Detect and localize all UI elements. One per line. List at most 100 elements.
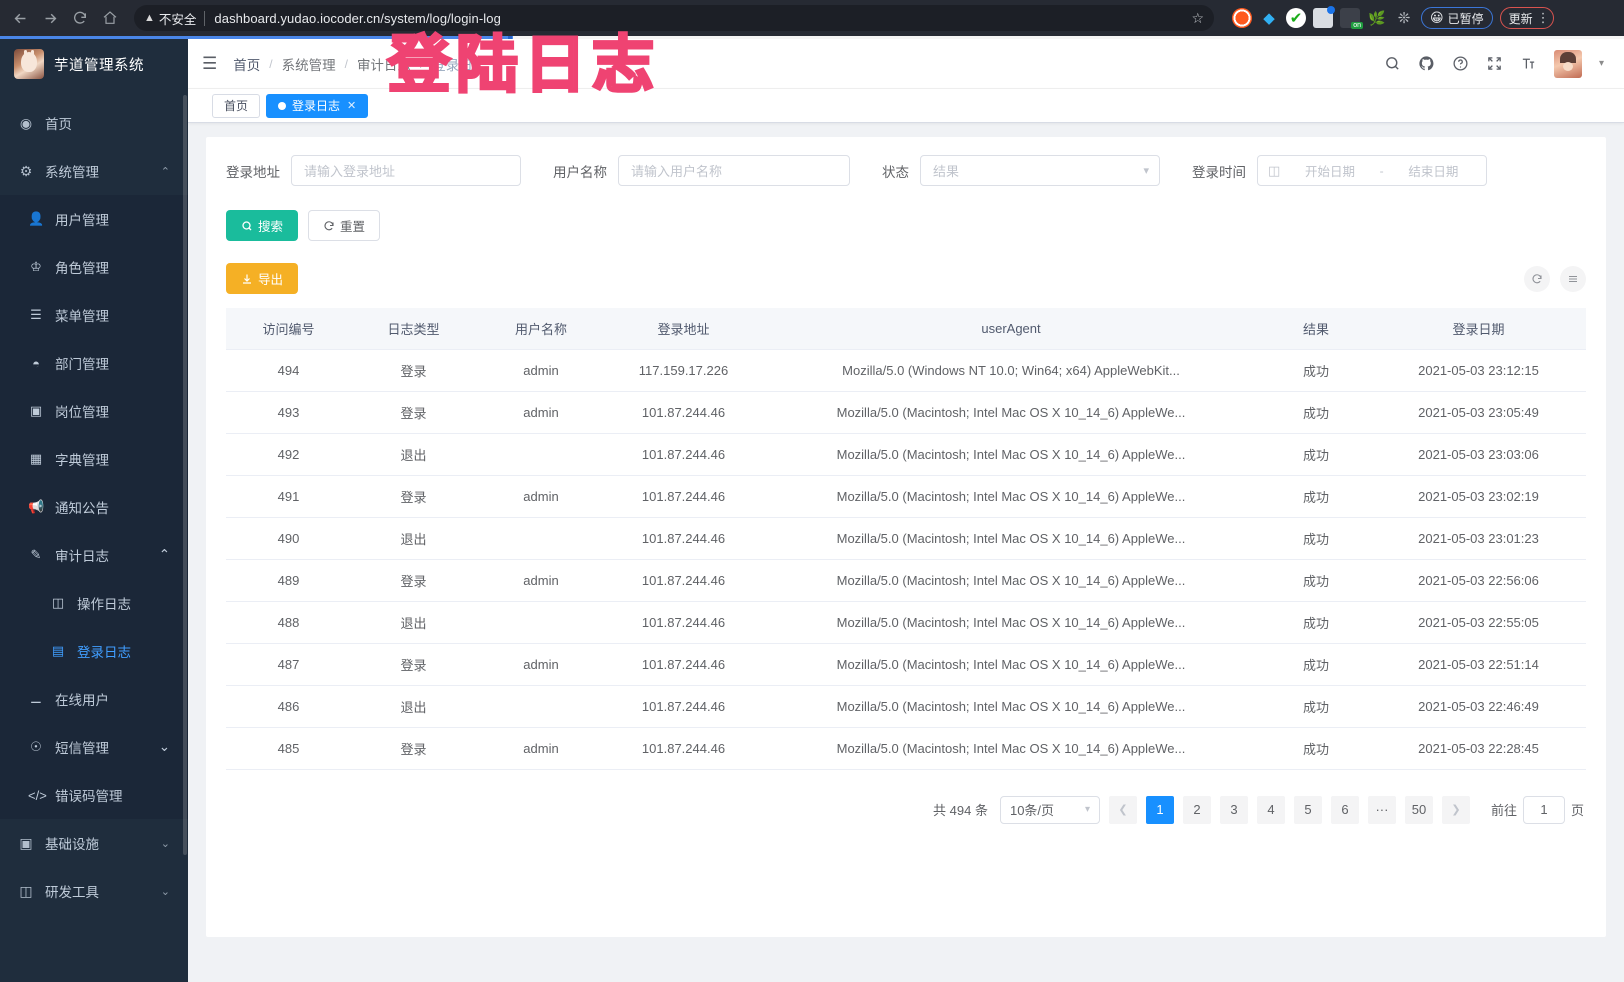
sidebar-item-infrastructure[interactable]: ▣ 基础设施 ⌄: [0, 819, 188, 867]
sidebar-item-login-log[interactable]: ▤ 登录日志: [0, 627, 188, 675]
github-icon[interactable]: [1418, 55, 1435, 72]
search-button[interactable]: 搜索: [226, 210, 299, 241]
sidebar-item-dev-tools[interactable]: ◫ 研发工具 ⌄: [0, 867, 188, 915]
sidebar-item-notices[interactable]: 📢 通知公告: [0, 483, 188, 531]
sidebar-item-departments[interactable]: ◓ 部门管理: [0, 339, 188, 387]
page-number-button[interactable]: 3: [1219, 795, 1248, 824]
sidebar-item-system[interactable]: ⚙ 系统管理 ⌃: [0, 147, 188, 195]
page-number-button[interactable]: 5: [1293, 795, 1322, 824]
sidebar-item-posts[interactable]: ▣ 岗位管理: [0, 387, 188, 435]
tab-home[interactable]: 首页: [212, 93, 261, 118]
paused-pill[interactable]: 😀 已暂停: [1421, 7, 1493, 29]
table-row[interactable]: 492 退出 101.87.244.46 Mozilla/5.0 (Macintosh…: [226, 433, 1586, 476]
end-date-placeholder: 结束日期: [1408, 165, 1459, 179]
avatar[interactable]: [1553, 49, 1582, 78]
table-row[interactable]: 485 登录 admin 101.87.244.46 Mozilla/5.0 (Maci…: [226, 727, 1586, 770]
jump-page-input[interactable]: [1522, 795, 1565, 824]
page-number-button[interactable]: 4: [1256, 795, 1285, 824]
column-header-addr[interactable]: 登录地址: [606, 308, 761, 350]
sidebar-item-dictionary[interactable]: ▦ 字典管理: [0, 435, 188, 483]
page-size-value: 10条/页: [1009, 803, 1055, 818]
leaf-icon[interactable]: 🌿: [1368, 9, 1386, 26]
translate-on-icon[interactable]: [1340, 8, 1363, 29]
address-bar[interactable]: ▲ 不安全 dashboard.yudao.iocoder.cn/system/…: [134, 5, 1214, 31]
page-ellipsis[interactable]: ···: [1367, 795, 1396, 824]
page-number-button[interactable]: 6: [1330, 795, 1359, 824]
username-input[interactable]: 请输入用户名称: [618, 155, 850, 186]
cell-type: 退出: [351, 433, 476, 476]
table-row[interactable]: 488 退出 101.87.244.46 Mozilla/5.0 (Macintosh…: [226, 601, 1586, 644]
cell-user: [476, 433, 606, 476]
back-arrow-icon[interactable]: [6, 4, 34, 32]
column-header-ua[interactable]: userAgent: [761, 308, 1261, 350]
hamburger-icon[interactable]: ☰: [202, 53, 218, 73]
sidebar-item-audit-log[interactable]: ✎ 审计日志 ⌃: [0, 531, 188, 579]
opera-icon[interactable]: [1232, 8, 1252, 28]
prev-page-button[interactable]: ❮: [1108, 795, 1137, 824]
page-number-button[interactable]: 1: [1145, 795, 1174, 824]
column-header-date[interactable]: 登录日期: [1371, 308, 1586, 350]
help-icon[interactable]: [1452, 55, 1469, 72]
sidebar-item-home[interactable]: ◉ 首页: [0, 99, 188, 147]
table-row[interactable]: 490 退出 101.87.244.46 Mozilla/5.0 (Macintosh…: [226, 517, 1586, 560]
breadcrumb-item-system[interactable]: 系统管理: [281, 57, 336, 73]
cell-user: admin: [476, 559, 606, 602]
button-label: 搜索: [258, 220, 284, 234]
puzzle-icon[interactable]: ❊: [1397, 10, 1411, 27]
page-number-button[interactable]: 2: [1182, 795, 1211, 824]
search-icon[interactable]: [1384, 55, 1401, 72]
diamond-icon[interactable]: ◆: [1263, 10, 1275, 27]
table-row[interactable]: 493 登录 admin 101.87.244.46 Mozilla/5.0 (Maci…: [226, 391, 1586, 434]
update-pill[interactable]: 更新 ⋮: [1499, 7, 1554, 29]
next-page-button[interactable]: ❯: [1441, 795, 1470, 824]
sidebar-item-roles[interactable]: ♔ 角色管理: [0, 243, 188, 291]
home-icon[interactable]: [96, 4, 124, 32]
table-row[interactable]: 491 登录 admin 101.87.244.46 Mozilla/5.0 (Maci…: [226, 475, 1586, 518]
page-size-select[interactable]: 10条/页 ▾: [999, 795, 1100, 824]
table-row[interactable]: 487 登录 admin 101.87.244.46 Mozilla/5.0 (Maci…: [226, 643, 1586, 686]
column-header-result[interactable]: 结果: [1261, 308, 1371, 350]
reset-button[interactable]: 重置: [308, 210, 381, 241]
reload-icon[interactable]: [66, 4, 94, 32]
wechat-icon[interactable]: ✔: [1286, 8, 1306, 28]
column-header-user[interactable]: 用户名称: [476, 308, 606, 350]
brand[interactable]: 芋道管理系统: [0, 39, 188, 89]
cell-useragent: Mozilla/5.0 (Macintosh; Intel Mac OS X 1…: [761, 559, 1261, 602]
table-row[interactable]: 486 退出 101.87.244.46 Mozilla/5.0 (Macintosh…: [226, 685, 1586, 728]
fullscreen-icon[interactable]: [1486, 55, 1503, 72]
cell-useragent: Mozilla/5.0 (Macintosh; Intel Mac OS X 1…: [761, 433, 1261, 476]
export-button[interactable]: 导出: [226, 263, 299, 294]
login-time-range-picker[interactable]: ◫ 开始日期 - 结束日期: [1257, 155, 1487, 186]
sidebar-item-online-users[interactable]: ⚊ 在线用户: [0, 675, 188, 723]
range-dash: -: [1379, 163, 1384, 178]
status-select[interactable]: 结果 ▾: [920, 155, 1160, 186]
cell-date: 2021-05-03 22:51:14: [1371, 643, 1586, 686]
sidebar-item-error-codes[interactable]: </> 错误码管理: [0, 771, 188, 819]
sidebar-item-menus[interactable]: ☰ 菜单管理: [0, 291, 188, 339]
refresh-circle-icon[interactable]: [1524, 265, 1550, 292]
sidebar-item-sms[interactable]: ☉ 短信管理 ⌄: [0, 723, 188, 771]
app-shell: 芋道管理系统 ◉ 首页 ⚙ 系统管理 ⌃ 👤 用户管理 ♔ 角色管理: [0, 39, 1624, 982]
star-icon[interactable]: ☆: [1191, 9, 1204, 26]
sidebar-scrollbar[interactable]: [183, 95, 187, 855]
close-icon[interactable]: ✕: [347, 100, 357, 112]
breadcrumb-item-home[interactable]: 首页: [233, 57, 261, 73]
login-address-input[interactable]: 请输入登录地址: [291, 155, 521, 186]
page-number-button[interactable]: 50: [1404, 795, 1433, 824]
sidebar-item-users[interactable]: 👤 用户管理: [0, 195, 188, 243]
chevron-down-icon: ▾: [1143, 165, 1149, 177]
chevron-down-icon[interactable]: ▾: [1598, 58, 1604, 69]
forward-arrow-icon[interactable]: [36, 4, 64, 32]
notes-icon[interactable]: [1313, 6, 1335, 28]
sidebar-item-operation-log[interactable]: ◫ 操作日志: [0, 579, 188, 627]
table-row[interactable]: 489 登录 admin 101.87.244.46 Mozilla/5.0 (Maci…: [226, 559, 1586, 602]
font-size-icon[interactable]: [1520, 55, 1537, 72]
breadcrumb-item-audit[interactable]: 审计日志: [356, 57, 411, 73]
column-header-type[interactable]: 日志类型: [351, 308, 476, 350]
columns-circle-icon[interactable]: [1560, 265, 1586, 292]
tab-login-log[interactable]: 登录日志 ✕: [266, 93, 369, 118]
table-row[interactable]: 494 登录 admin 117.159.17.226 Mozilla/5.0 (Win…: [226, 349, 1586, 392]
logo-icon: [14, 49, 44, 79]
kebab-menu-icon[interactable]: ⋮: [1536, 9, 1550, 25]
column-header-id[interactable]: 访问编号: [226, 308, 351, 350]
